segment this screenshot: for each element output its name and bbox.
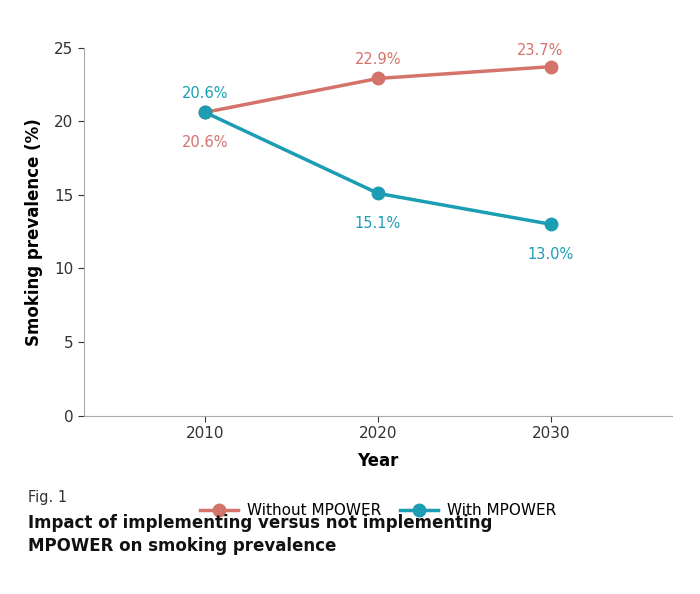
Y-axis label: Smoking prevalence (%): Smoking prevalence (%) [25,118,43,346]
Text: 13.0%: 13.0% [528,247,574,261]
Text: 15.1%: 15.1% [355,216,401,230]
Text: 20.6%: 20.6% [182,86,228,101]
X-axis label: Year: Year [357,452,399,470]
Legend: Without MPOWER, With MPOWER: Without MPOWER, With MPOWER [194,497,562,525]
Text: Impact of implementing versus not implementing
MPOWER on smoking prevalence: Impact of implementing versus not implem… [28,514,492,555]
Text: 20.6%: 20.6% [182,135,228,150]
Text: 23.7%: 23.7% [517,43,563,58]
Text: 22.9%: 22.9% [355,52,401,67]
Text: Fig. 1: Fig. 1 [28,490,67,505]
